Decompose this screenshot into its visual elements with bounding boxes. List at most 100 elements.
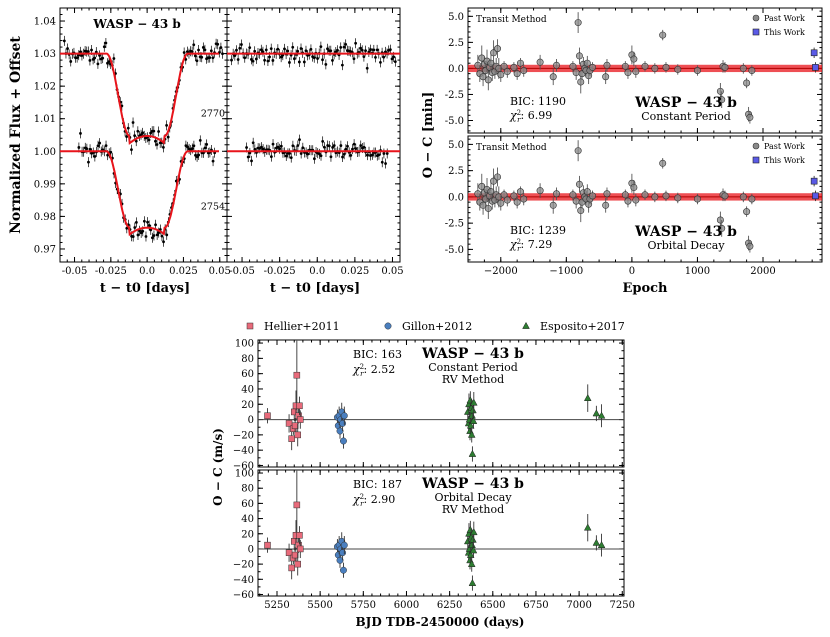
flux-point bbox=[203, 48, 207, 52]
past-work-point bbox=[479, 73, 487, 81]
flux-point bbox=[104, 41, 108, 45]
flux-point bbox=[85, 147, 89, 151]
hellier-point bbox=[291, 551, 299, 559]
residual-point bbox=[364, 49, 367, 52]
flux-point bbox=[201, 46, 205, 49]
residual-point bbox=[304, 49, 308, 53]
flux-point bbox=[149, 228, 153, 232]
transit-model-curve bbox=[60, 150, 219, 237]
residual-point bbox=[339, 45, 343, 49]
residual-point bbox=[283, 47, 286, 51]
past-work-point bbox=[632, 68, 640, 76]
residual-point bbox=[268, 55, 271, 59]
residual-point bbox=[346, 144, 349, 148]
x-tick-label: -0.05 bbox=[62, 266, 88, 277]
hellier-point bbox=[285, 420, 293, 427]
x-tick-label: 0.025 bbox=[169, 266, 198, 277]
past-work-point bbox=[743, 208, 751, 216]
residual-point bbox=[279, 144, 283, 148]
residual-point bbox=[301, 146, 305, 150]
legend-this-marker bbox=[752, 156, 760, 164]
this-work-point bbox=[810, 49, 818, 57]
flux-point bbox=[101, 56, 105, 60]
esposito-point bbox=[597, 541, 606, 548]
flux-point bbox=[139, 133, 143, 137]
flux-point bbox=[150, 236, 154, 240]
residual-point bbox=[354, 41, 358, 45]
flux-point bbox=[93, 155, 97, 158]
flux-point bbox=[77, 146, 81, 149]
y-tick-label: 80 bbox=[241, 484, 254, 495]
x-tick-label: -0.025 bbox=[264, 266, 296, 277]
residual-point bbox=[319, 45, 323, 49]
flux-point bbox=[195, 155, 199, 159]
residual-point bbox=[379, 60, 382, 64]
residual-point bbox=[297, 60, 301, 64]
transit-model-curve bbox=[60, 52, 219, 145]
residual-point bbox=[259, 48, 263, 52]
past-work-point bbox=[746, 113, 754, 121]
flux-point bbox=[203, 146, 207, 150]
gillon-point bbox=[339, 549, 347, 557]
residual-point bbox=[254, 57, 258, 61]
esposito-point bbox=[467, 430, 476, 438]
flux-point bbox=[104, 144, 108, 148]
residual-point bbox=[298, 138, 301, 142]
esposito-point bbox=[466, 421, 475, 429]
past-work-point bbox=[746, 242, 754, 250]
flux-point bbox=[131, 235, 135, 238]
rv-ylabel: O − C (m/s) bbox=[211, 428, 225, 506]
flux-point bbox=[141, 229, 145, 233]
residual-point bbox=[319, 154, 323, 158]
flux-point bbox=[211, 159, 215, 163]
flux-point bbox=[157, 130, 161, 133]
y-tick-label: −20 bbox=[233, 560, 254, 571]
rv-xlabel: BJD TDB-2450000 (days) bbox=[356, 615, 525, 629]
legend-this-marker bbox=[752, 28, 760, 36]
past-work-point bbox=[716, 216, 724, 224]
y-tick-label: −40 bbox=[233, 575, 254, 586]
residual-point bbox=[326, 47, 329, 51]
flux-point bbox=[133, 226, 137, 229]
residual-point bbox=[329, 49, 333, 53]
residual-point bbox=[271, 142, 275, 146]
flux-point bbox=[155, 233, 159, 237]
y-tick-label: -2.5 bbox=[445, 90, 464, 101]
ttv-ylabel: O − C [min] bbox=[421, 92, 436, 179]
residual-point bbox=[289, 156, 293, 160]
x-tick-label: -0.025 bbox=[95, 266, 127, 277]
residual-point bbox=[296, 49, 300, 53]
past-work-point bbox=[743, 79, 751, 87]
past-work-point bbox=[574, 147, 582, 155]
x-tick-label: 6250 bbox=[437, 600, 462, 611]
flux-point bbox=[112, 57, 116, 60]
ttv-title: WASP − 43 b bbox=[634, 95, 737, 111]
residual-point bbox=[384, 162, 387, 165]
residual-point bbox=[263, 58, 267, 62]
flux-point bbox=[109, 150, 113, 154]
residual-point bbox=[390, 57, 394, 61]
residual-point bbox=[377, 153, 381, 157]
esposito-point bbox=[465, 415, 474, 423]
past-work-point bbox=[484, 76, 492, 84]
flux-point bbox=[190, 147, 194, 150]
chi2-label: χ2 r: 2.52 bbox=[352, 363, 395, 378]
y-tick-label: −60 bbox=[233, 461, 254, 472]
past-work-point bbox=[630, 183, 638, 191]
hellier-point bbox=[288, 435, 295, 442]
x-tick-label: 0.0 bbox=[139, 266, 155, 277]
past-work-point bbox=[739, 64, 747, 72]
residual-point bbox=[354, 147, 358, 150]
past-work-point bbox=[516, 59, 524, 67]
past-work-point bbox=[721, 192, 729, 200]
past-work-point bbox=[718, 96, 726, 104]
past-work-point bbox=[748, 67, 756, 75]
flux-point bbox=[195, 59, 199, 63]
esposito-point bbox=[469, 535, 477, 543]
past-work-point bbox=[536, 187, 544, 195]
residual-point bbox=[253, 147, 257, 151]
residual-point bbox=[261, 147, 265, 151]
hellier-point bbox=[293, 501, 301, 509]
y-tick-label: -2.5 bbox=[445, 219, 464, 230]
residual-point bbox=[372, 48, 376, 52]
